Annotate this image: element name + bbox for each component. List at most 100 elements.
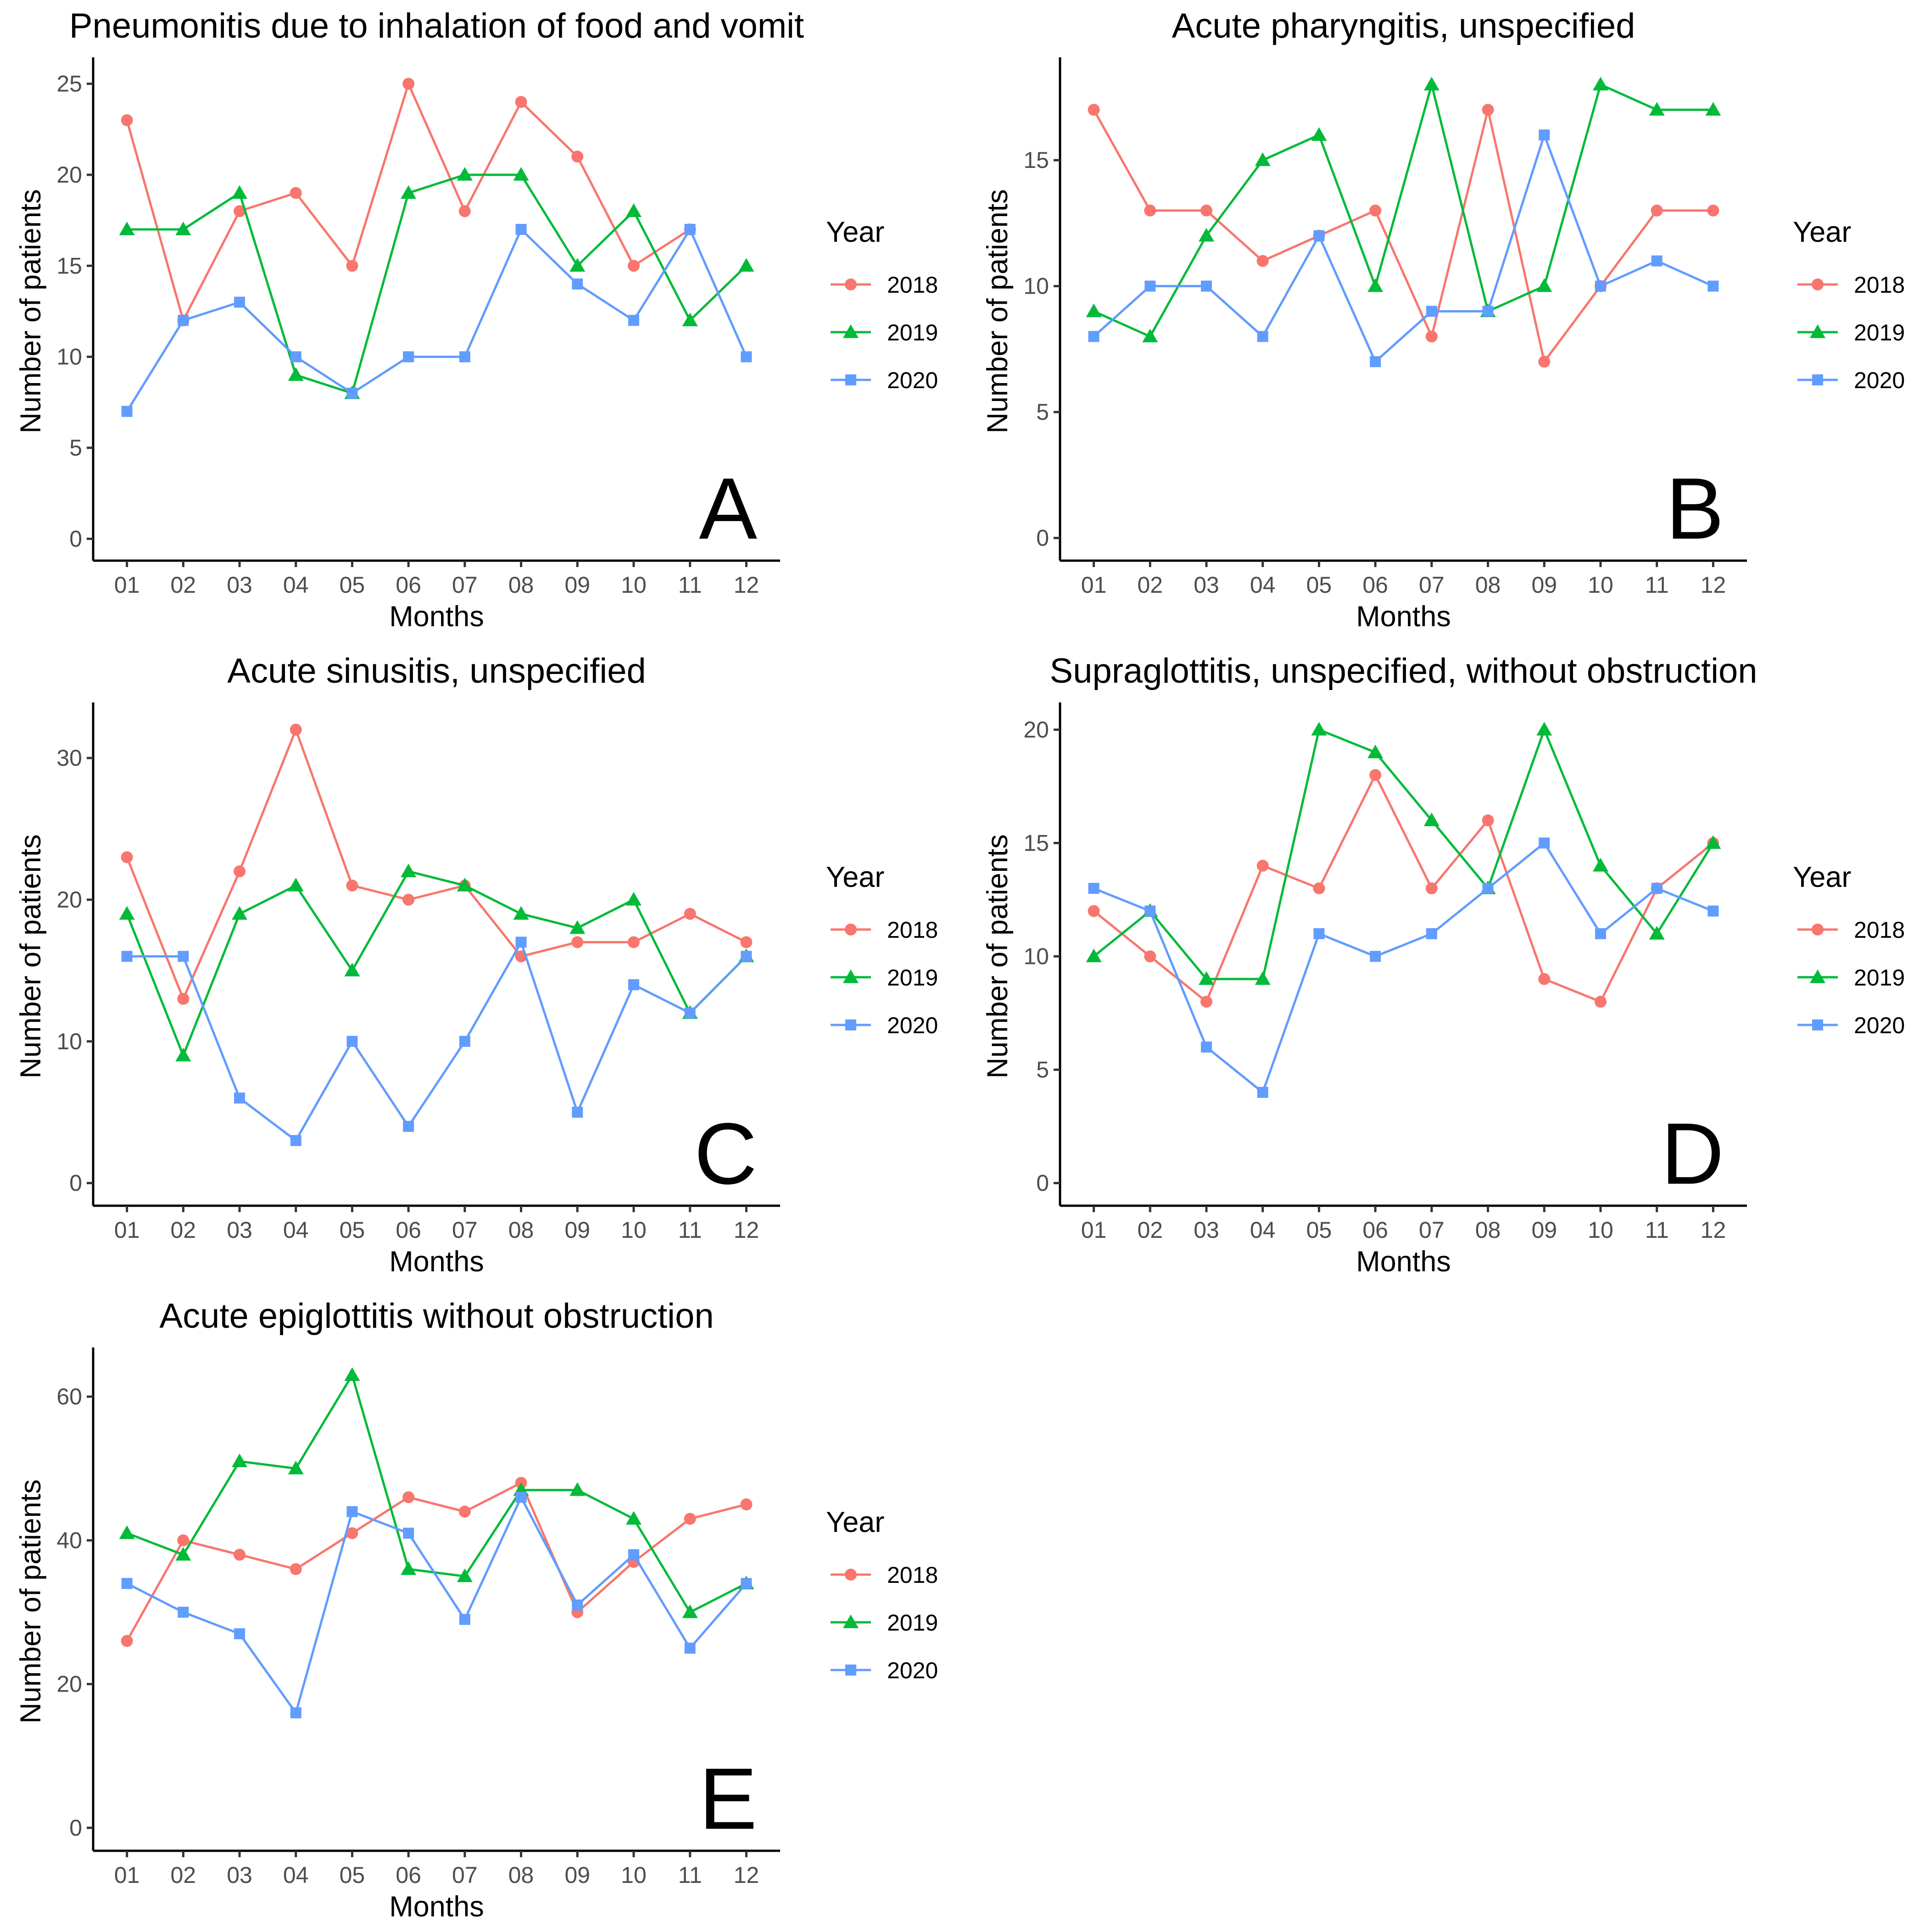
data-point-2018 <box>1313 882 1325 895</box>
data-point-2019 <box>1311 722 1327 736</box>
series-2019 <box>1086 722 1721 985</box>
y-tick-label: 30 <box>56 745 82 771</box>
data-point-2019 <box>1367 278 1384 292</box>
data-point-2019 <box>1423 813 1440 826</box>
x-tick-label: 02 <box>171 1217 196 1243</box>
x-tick-label: 06 <box>396 1862 421 1888</box>
data-point-2018 <box>740 1498 753 1511</box>
y-tick-label: 60 <box>56 1384 82 1409</box>
chart-title: Acute pharyngitis, unspecified <box>1172 6 1635 45</box>
x-tick-label: 07 <box>452 1862 478 1888</box>
data-point-2018 <box>346 880 358 892</box>
data-point-2020 <box>346 1506 358 1517</box>
data-point-2018 <box>515 96 527 108</box>
series-line-2019 <box>1093 728 1714 980</box>
data-point-2019 <box>457 1568 473 1582</box>
y-tick-label: 20 <box>1023 717 1049 742</box>
legend-key-marker-2019 <box>843 1615 859 1628</box>
data-point-2020 <box>572 1107 583 1118</box>
x-tick-label: 03 <box>1194 1217 1219 1243</box>
data-point-2018 <box>627 260 640 272</box>
legend-label: 2020 <box>1854 367 1905 393</box>
data-point-2019 <box>625 1511 642 1525</box>
data-point-2019 <box>344 963 360 977</box>
panel-letter: E <box>699 1750 757 1848</box>
y-tick-label: 15 <box>56 253 82 278</box>
x-tick-label: 05 <box>340 1862 365 1888</box>
data-point-2019 <box>175 1547 191 1561</box>
y-tick-label: 0 <box>69 1815 82 1841</box>
data-point-2019 <box>232 1453 248 1467</box>
legend-title: Year <box>826 861 884 893</box>
data-point-2020 <box>515 936 527 948</box>
y-axis-title: Number of patients <box>15 189 47 433</box>
data-point-2020 <box>684 1008 696 1019</box>
data-point-2020 <box>1257 1086 1268 1098</box>
data-point-2018 <box>290 724 302 736</box>
chart-panel-e: Acute epiglottitis without obstruction02… <box>15 1297 938 1923</box>
data-point-2018 <box>1144 204 1156 217</box>
panel-letter: D <box>1661 1105 1724 1203</box>
data-point-2019 <box>344 1367 360 1381</box>
data-point-2018 <box>121 851 133 863</box>
data-point-2020 <box>741 1578 752 1589</box>
y-tick-label: 40 <box>56 1527 82 1553</box>
data-point-2019 <box>457 878 473 891</box>
x-tick-label: 08 <box>1475 572 1501 598</box>
data-point-2019 <box>119 1525 135 1539</box>
panel-letter: A <box>699 460 757 557</box>
data-point-2019 <box>1592 77 1608 91</box>
data-point-2018 <box>740 936 753 948</box>
data-point-2019 <box>625 203 642 217</box>
data-point-2020 <box>1595 280 1606 292</box>
x-tick-label: 11 <box>678 1862 702 1888</box>
chart-panel-c: Acute sinusitis, unspecified 0 10 20 30 01 02 0… <box>15 651 938 1278</box>
x-tick-label: 06 <box>396 572 421 598</box>
x-tick-label: 12 <box>734 572 759 598</box>
data-point-2019 <box>1592 857 1608 872</box>
x-tick-label: 06 <box>396 1217 421 1243</box>
chart-title: Supraglottitis, unspecified, without obs… <box>1050 651 1758 690</box>
x-axis-title: Months <box>389 1246 484 1278</box>
data-point-2019 <box>738 258 754 272</box>
y-tick-label: 20 <box>56 162 82 188</box>
data-point-2019 <box>288 367 304 381</box>
legend-label: 2018 <box>1854 917 1905 943</box>
data-point-2018 <box>1200 204 1213 217</box>
data-point-2020 <box>403 351 414 362</box>
data-point-2020 <box>234 1628 246 1639</box>
series-line-2018 <box>126 83 691 322</box>
data-point-2020 <box>1144 905 1156 917</box>
data-point-2020 <box>459 351 470 362</box>
x-tick-label: 05 <box>1306 1217 1332 1243</box>
x-tick-label: 11 <box>678 572 702 598</box>
data-point-2018 <box>1425 330 1438 343</box>
legend-key-marker-2018 <box>845 278 857 290</box>
legend-label: 2019 <box>887 320 938 345</box>
series-line-2018 <box>126 728 747 1000</box>
data-point-2020 <box>234 1092 246 1104</box>
data-point-2020 <box>1370 951 1381 962</box>
x-tick-label: 08 <box>1475 1217 1501 1243</box>
legend-label: 2018 <box>1854 272 1905 298</box>
x-tick-label: 12 <box>1701 1217 1726 1243</box>
data-point-2019 <box>175 221 191 235</box>
data-point-2018 <box>627 936 640 948</box>
x-tick-label: 06 <box>1362 1217 1388 1243</box>
legend-title: Year <box>826 1506 884 1538</box>
chart-title: Pneumonitis due to inhalation of food an… <box>69 6 804 45</box>
series-line-2018 <box>1093 774 1714 1003</box>
data-point-2019 <box>401 185 417 199</box>
series-line-2019 <box>1093 83 1713 338</box>
data-point-2020 <box>1313 928 1325 940</box>
y-tick-label: 15 <box>1023 147 1049 173</box>
series-line-2020 <box>126 1496 748 1714</box>
legend-label: 2019 <box>887 1610 938 1636</box>
data-point-2020 <box>178 315 189 326</box>
series-2019 <box>1086 77 1721 343</box>
data-point-2019 <box>682 312 698 327</box>
y-tick-label: 20 <box>56 1671 82 1697</box>
data-point-2019 <box>401 863 417 877</box>
